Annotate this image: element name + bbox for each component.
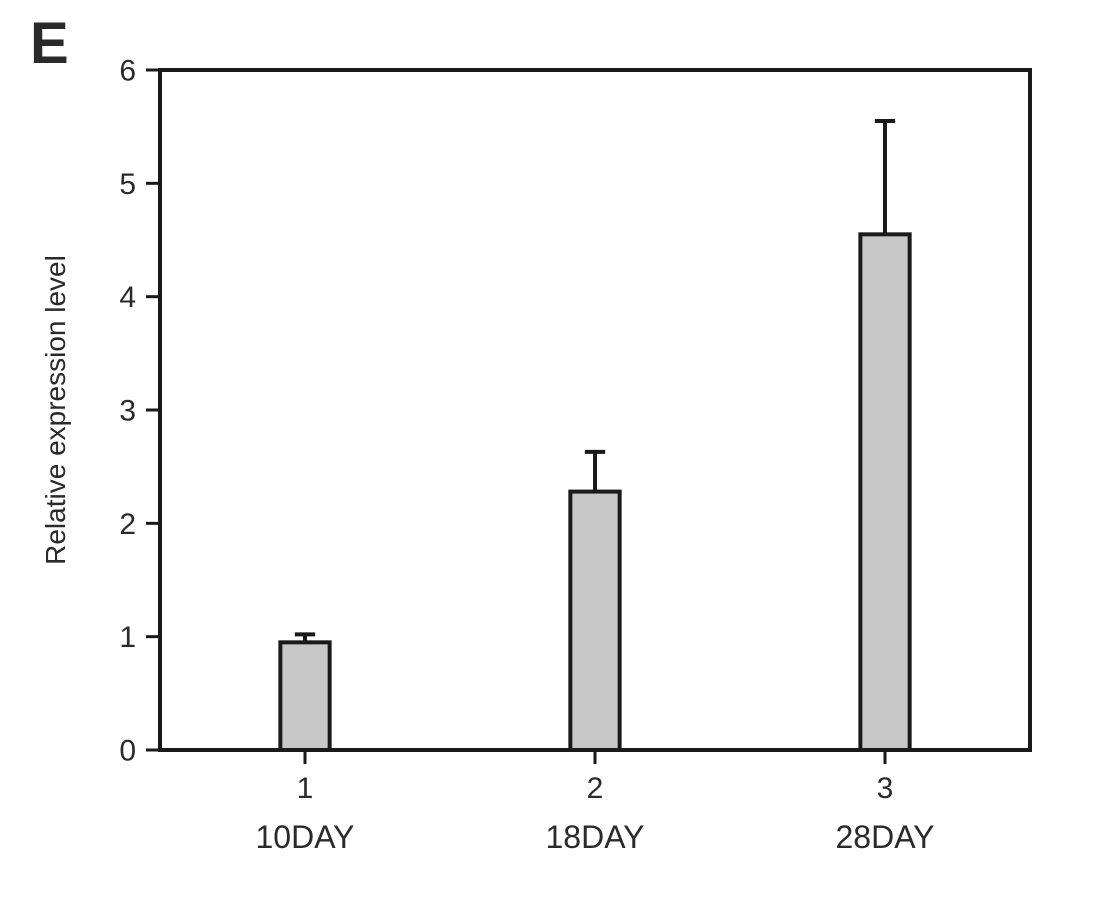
bar bbox=[860, 234, 909, 750]
bar bbox=[570, 492, 619, 750]
bar bbox=[280, 642, 329, 750]
y-tick-label: 6 bbox=[119, 55, 136, 88]
x-category-label: 28DAY bbox=[835, 819, 934, 855]
y-tick-label: 2 bbox=[119, 508, 136, 541]
x-category-label: 18DAY bbox=[545, 819, 644, 855]
y-tick-label: 1 bbox=[119, 621, 136, 654]
x-tick-label: 1 bbox=[297, 772, 314, 805]
x-tick-label: 2 bbox=[587, 772, 604, 805]
chart-svg: 0 1 2 3 4 5 6 Relative expression level 1 10DAY 2 1… bbox=[0, 0, 1112, 896]
x-category-label: 10DAY bbox=[255, 819, 354, 855]
y-tick-label: 4 bbox=[119, 281, 136, 314]
bar-chart: 0 1 2 3 4 5 6 Relative expression level 1 10DAY 2 1… bbox=[0, 0, 1112, 901]
y-tick-label: 5 bbox=[119, 168, 136, 201]
y-tick-label: 0 bbox=[119, 735, 136, 768]
y-tick-label: 3 bbox=[119, 395, 136, 428]
x-tick-label: 3 bbox=[877, 772, 894, 805]
y-axis-label: Relative expression level bbox=[40, 255, 71, 565]
